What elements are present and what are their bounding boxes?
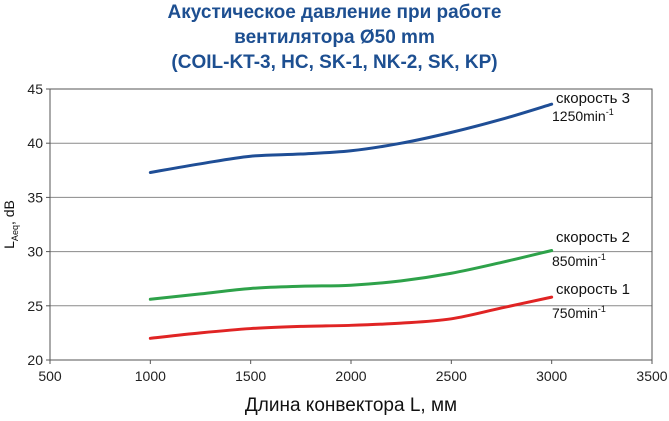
series-line-2 (148, 249, 554, 301)
series-label: скорость 2 (556, 229, 630, 246)
x-tick-label: 3500 (636, 368, 667, 384)
y-tick-label: 35 (27, 189, 43, 205)
series-label: скорость 1 (556, 281, 630, 298)
y-tick-label: 40 (27, 135, 43, 151)
y-tick-label: 45 (27, 81, 43, 97)
x-tick-label: 2500 (436, 368, 467, 384)
x-tick-label: 1500 (235, 368, 266, 384)
x-axis-label: Длина конвектора L, мм (245, 395, 457, 416)
series-rpm-label: 750min-1 (552, 304, 606, 321)
series-label: скорость 3 (556, 90, 630, 107)
chart-title-line-2: вентилятора Ø50 mm (234, 27, 435, 48)
chart-title-line-3: (COIL-KT-3, HC, SK-1, NK-2, SK, KP) (171, 52, 498, 73)
x-tick-label: 2000 (335, 368, 366, 384)
x-tick-label: 1000 (135, 368, 166, 384)
series-line-3 (148, 295, 554, 340)
series-lines (148, 102, 554, 340)
y-tick-label: 20 (27, 352, 43, 368)
series-line-1 (148, 102, 554, 174)
x-tick-label: 3000 (536, 368, 567, 384)
chart-title-line-1: Акустическое давление при работе (167, 2, 502, 23)
y-tick-label: 25 (27, 298, 43, 314)
series-rpm-label: 850min-1 (552, 252, 606, 269)
series-rpm-label: 1250min-1 (552, 107, 614, 124)
x-tick-label: 500 (38, 368, 62, 384)
y-axis-label: LAeq, dB (1, 200, 20, 249)
y-tick-label: 30 (27, 244, 43, 260)
axes: 20 25 30 35 40 45 500 1000 1500 2000 2500 3000 3500 (27, 81, 667, 384)
